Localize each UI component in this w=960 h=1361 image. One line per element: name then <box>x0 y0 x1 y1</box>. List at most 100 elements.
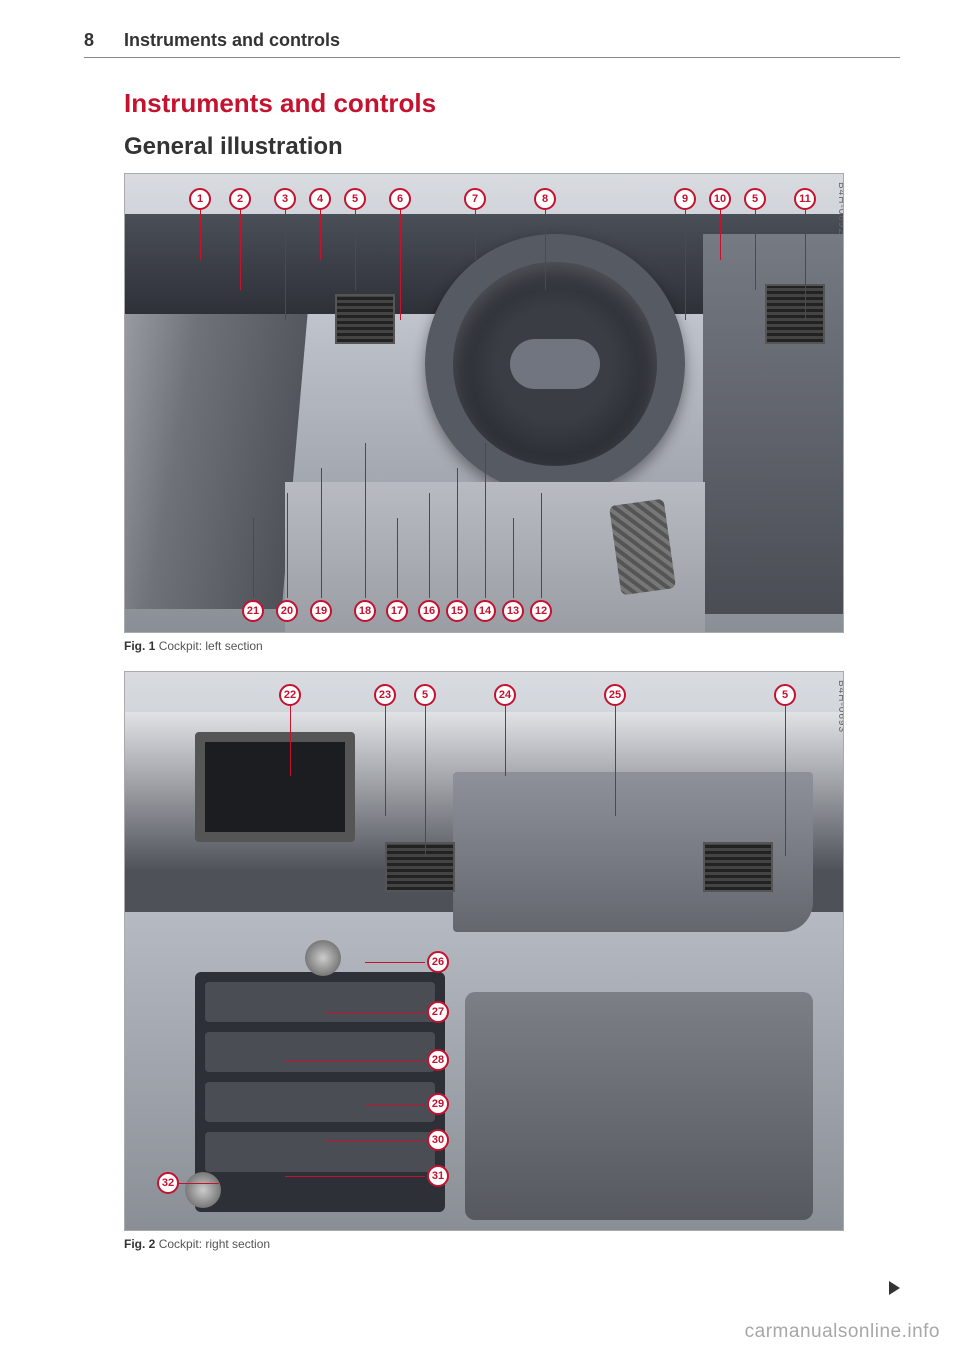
callout-6: 6 <box>389 188 411 210</box>
figure-code: B4H-0692 <box>836 182 844 235</box>
callout-16: 16 <box>418 600 440 622</box>
sub-title: General illustration <box>124 133 900 161</box>
air-vent <box>385 842 455 892</box>
callout-8: 8 <box>534 188 556 210</box>
callout-5: 5 <box>774 684 796 706</box>
callout-30: 30 <box>427 1129 449 1151</box>
leader-line <box>325 1012 425 1013</box>
callout-14: 14 <box>474 600 496 622</box>
figure-code: B4H-0693 <box>836 680 844 733</box>
leader-line <box>325 1140 425 1141</box>
leader-line <box>179 1183 219 1184</box>
callout-19: 19 <box>310 600 332 622</box>
caption-label: Fig. 2 <box>124 1237 155 1251</box>
header-title: Instruments and controls <box>124 30 340 51</box>
callout-27: 27 <box>427 1001 449 1023</box>
leader-line <box>285 210 286 320</box>
leader-line <box>429 493 430 598</box>
leader-line <box>720 210 721 260</box>
leader-line <box>457 468 458 598</box>
figure-1-image: 12345678910511 21201918171615141312 B4H-… <box>124 173 844 633</box>
callout-23: 23 <box>374 684 396 706</box>
figure-2-caption: Fig. 2 Cockpit: right section <box>124 1237 900 1251</box>
control-row <box>205 1132 435 1172</box>
leader-line <box>785 706 786 856</box>
callout-31: 31 <box>427 1165 449 1187</box>
air-vent <box>765 284 825 344</box>
callout-7: 7 <box>464 188 486 210</box>
leader-line <box>365 962 425 963</box>
display-screen <box>195 732 355 842</box>
leader-line <box>485 443 486 598</box>
air-vent <box>703 842 773 892</box>
caption-label: Fig. 1 <box>124 639 155 653</box>
leader-line <box>425 706 426 856</box>
callout-5: 5 <box>414 684 436 706</box>
leader-line <box>285 1176 425 1177</box>
leader-line <box>505 706 506 776</box>
callout-29: 29 <box>427 1093 449 1115</box>
leader-line <box>545 210 546 290</box>
callout-22: 22 <box>279 684 301 706</box>
leader-line <box>685 210 686 320</box>
callout-25: 25 <box>604 684 626 706</box>
leader-line <box>287 493 288 598</box>
page-number: 8 <box>84 30 94 51</box>
callout-10: 10 <box>709 188 731 210</box>
leader-line <box>541 493 542 598</box>
callout-24: 24 <box>494 684 516 706</box>
callout-28: 28 <box>427 1049 449 1071</box>
continue-arrow-icon <box>889 1281 900 1295</box>
control-row <box>205 982 435 1022</box>
leader-line <box>290 706 291 776</box>
callout-21: 21 <box>242 600 264 622</box>
callout-20: 20 <box>276 600 298 622</box>
leader-line <box>320 210 321 260</box>
caption-text: Cockpit: right section <box>159 1237 270 1251</box>
callout-3: 3 <box>274 188 296 210</box>
section-title: Instruments and controls <box>124 88 900 119</box>
control-row <box>205 1082 435 1122</box>
callout-12: 12 <box>530 600 552 622</box>
knob <box>185 1172 221 1208</box>
leader-line <box>513 518 514 598</box>
leader-line <box>755 210 756 290</box>
leader-line <box>615 706 616 816</box>
leader-line <box>355 210 356 290</box>
leader-line <box>253 518 254 598</box>
callout-9: 9 <box>674 188 696 210</box>
leader-line <box>400 210 401 320</box>
page-header: 8 Instruments and controls <box>84 30 900 58</box>
caption-text: Cockpit: left section <box>159 639 263 653</box>
shifter-console <box>465 992 813 1220</box>
callout-5: 5 <box>744 188 766 210</box>
leader-line <box>397 518 398 598</box>
steering-wheel <box>425 234 685 494</box>
figure-1-caption: Fig. 1 Cockpit: left section <box>124 639 900 653</box>
air-vent <box>335 294 395 344</box>
leader-line <box>285 1060 425 1061</box>
callout-26: 26 <box>427 951 449 973</box>
callout-13: 13 <box>502 600 524 622</box>
figure-1: 12345678910511 21201918171615141312 B4H-… <box>124 173 900 633</box>
knob <box>305 940 341 976</box>
leader-line <box>365 1104 425 1105</box>
leader-line <box>805 210 806 320</box>
leader-line <box>321 468 322 598</box>
control-row <box>205 1032 435 1072</box>
leader-line <box>385 706 386 816</box>
callout-15: 15 <box>446 600 468 622</box>
watermark: carmanualsonline.info <box>745 1321 940 1343</box>
callout-2: 2 <box>229 188 251 210</box>
callout-11: 11 <box>794 188 816 210</box>
callout-1: 1 <box>189 188 211 210</box>
figure-2-image: 2223524255 26272829303132 B4H-0693 <box>124 671 844 1231</box>
callout-4: 4 <box>309 188 331 210</box>
callout-18: 18 <box>354 600 376 622</box>
leader-line <box>365 443 366 598</box>
leader-line <box>240 210 241 290</box>
callout-5: 5 <box>344 188 366 210</box>
leader-line <box>475 210 476 260</box>
figure-2: 2223524255 26272829303132 B4H-0693 <box>124 671 900 1231</box>
callout-17: 17 <box>386 600 408 622</box>
